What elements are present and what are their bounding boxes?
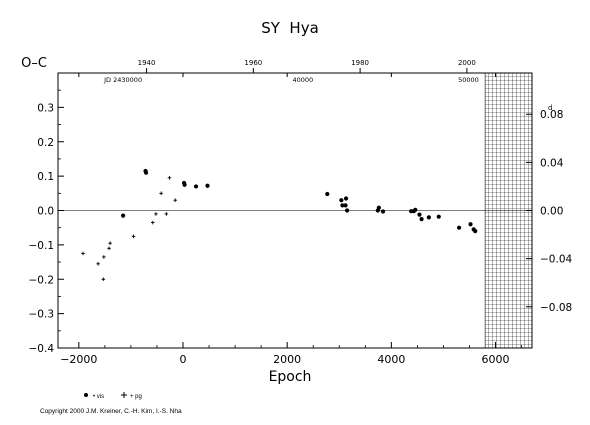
- data-point-pg: [131, 234, 136, 239]
- jd-tick-label: 50000: [458, 76, 479, 84]
- jd-prefix-label: JD 2430000: [103, 76, 142, 84]
- data-point-pg: [81, 251, 85, 256]
- data-point-pg: [151, 220, 155, 225]
- data-point-pg: [173, 198, 177, 202]
- x-tick-label: 4000: [377, 353, 405, 366]
- data-point-vis: [344, 208, 350, 213]
- data-point-pg: [102, 255, 106, 259]
- data-point-vis: [426, 215, 431, 220]
- right-tick-label: −0.04: [540, 254, 572, 266]
- legend: • vis + pg: [84, 392, 142, 400]
- y-tick-label: −0.3: [29, 309, 55, 321]
- x-tick-label: 6000: [482, 353, 510, 366]
- y-tick-label: 0.3: [37, 102, 54, 114]
- data-point-vis: [468, 222, 473, 227]
- legend-marker-pg: [121, 392, 127, 398]
- legend-marker-vis: [84, 393, 88, 397]
- x-axis-label: Epoch: [269, 369, 312, 385]
- data-point-vis: [143, 170, 149, 175]
- y-tick-label: −0.4: [29, 343, 55, 355]
- data-point-pg: [107, 246, 111, 251]
- right-tick-label: 0.00: [540, 206, 563, 218]
- data-point-pg: [154, 212, 158, 216]
- data-point-vis: [417, 212, 422, 217]
- legend-item-vis: • vis: [84, 393, 104, 400]
- data-point-vis: [121, 213, 126, 218]
- legend-label-vis: • vis: [93, 394, 104, 400]
- year-tick-label: 1980: [351, 59, 369, 67]
- data-point-vis: [473, 229, 478, 234]
- chart-title: SY Hya: [261, 19, 319, 37]
- right-axis-unit: d: [548, 104, 552, 112]
- data-point-vis: [182, 182, 187, 187]
- data-point-pg: [101, 277, 106, 282]
- data-point-vis: [193, 184, 199, 189]
- data-point-vis: [339, 198, 344, 203]
- data-point-vis: [380, 209, 386, 214]
- x-tick-label: −2000: [60, 353, 97, 366]
- copyright-text: Copyright 2000 J.M. Kreiner, C.-H. Kim, …: [40, 408, 182, 415]
- right-tick-label: 0.08: [540, 109, 563, 121]
- jd-tick-label: 40000: [292, 76, 313, 84]
- data-point-pg: [159, 191, 163, 196]
- data-point-vis: [376, 205, 381, 210]
- data-point-pg: [167, 176, 172, 180]
- data-point-pg: [96, 261, 100, 266]
- data-point-vis: [343, 203, 348, 208]
- y-tick-label: 0.1: [37, 171, 54, 183]
- plot-area: −2000 0 2000 4000 6000 −0.4 −0.3 −0.2 −0.1 0.0 0.1…: [29, 59, 573, 366]
- data-point-vis: [456, 225, 462, 230]
- y-tick-label: −0.2: [29, 274, 55, 286]
- year-tick-label: 1960: [244, 59, 262, 67]
- data-point-vis: [413, 207, 418, 212]
- legend-label-pg: + pg: [130, 394, 142, 400]
- y-tick-label: 0.0: [37, 206, 54, 218]
- data-point-pg: [164, 212, 169, 216]
- year-tick-label: 1940: [138, 59, 156, 67]
- y-tick-label: −0.1: [29, 240, 55, 252]
- data-point-vis: [325, 191, 330, 197]
- year-tick-label: 2000: [458, 59, 476, 67]
- data-point-vis: [340, 203, 345, 208]
- data-point-vis: [205, 183, 210, 188]
- data-point-pg: [108, 241, 112, 245]
- y-tick-label: 0.2: [37, 137, 54, 149]
- x-tick-label: 2000: [273, 353, 301, 366]
- right-tick-label: 0.04: [540, 157, 564, 169]
- data-point-vis: [436, 214, 441, 219]
- legend-item-pg: + pg: [121, 392, 142, 400]
- data-point-vis: [419, 216, 424, 222]
- y-axis-label: O–C: [21, 56, 47, 71]
- data-point-vis: [343, 196, 349, 201]
- x-tick-label: 0: [180, 353, 187, 366]
- right-tick-label: −0.08: [540, 302, 572, 314]
